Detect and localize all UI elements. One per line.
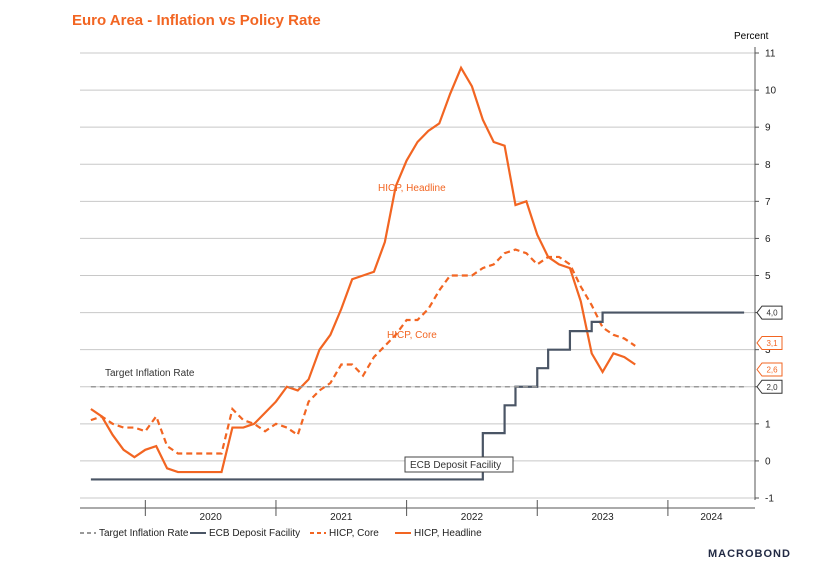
y-tick-label: 0 (765, 456, 771, 467)
series-lines (90, 65, 745, 481)
y-tick-label: 1 (765, 419, 771, 430)
brand-logo: MACROBOND (708, 548, 791, 560)
legend-item-hicp-headline: HICP, Headline (414, 528, 482, 539)
series-line-ecb-deposit-facility (90, 311, 745, 481)
end-flag-box (756, 362, 783, 377)
y-tick-label: 11 (765, 49, 776, 60)
x-axis: 2020 2021 2022 2023 2024 (80, 500, 755, 523)
legend: Target Inflation Rate ECB Deposit Facilit… (80, 528, 482, 539)
end-flag-ecb-deposit-facility: 4,0 (766, 309, 778, 318)
legend-item-target-inflation-rate: Target Inflation Rate (99, 528, 189, 539)
x-tick-label: 2024 (700, 512, 723, 523)
legend-item-ecb-deposit-facility: ECB Deposit Facility (209, 528, 300, 539)
y-tick-label: 5 (765, 271, 771, 282)
annotation-box (404, 456, 514, 473)
annotation-ecb-deposit-facility: ECB Deposit Facility (410, 460, 501, 471)
series-line-hicp-headline (90, 65, 636, 474)
grid-lines (80, 52, 755, 499)
end-flag-hicp-core: 3,1 (766, 339, 778, 348)
y-tick-label: 7 (765, 197, 771, 208)
end-flag-box (756, 305, 783, 320)
y-tick-label: 6 (765, 234, 771, 245)
series-line-hicp-core (90, 248, 636, 455)
annotation-hicp-headline: HICP, Headline (378, 183, 446, 194)
annotation-hicp-core: HICP, Core (387, 330, 437, 341)
end-flags: 4,0 3,1 2,6 2,0 (756, 305, 783, 394)
end-flag-hicp-headline: 2,6 (766, 366, 778, 375)
y-tick-label: 3 (765, 345, 771, 356)
x-tick-label: 2022 (461, 512, 484, 523)
annotation-target-inflation-rate: Target Inflation Rate (105, 368, 195, 379)
x-tick-label: 2020 (200, 512, 223, 523)
x-tick-label: 2023 (591, 512, 614, 523)
x-tick-label: 2021 (330, 512, 353, 523)
y-tick-label: 9 (765, 123, 771, 134)
end-flag-target-inflation-rate: 2,0 (766, 383, 778, 392)
chart-title: Euro Area - Inflation vs Policy Rate (72, 12, 321, 29)
y-tick-label: -1 (765, 494, 774, 505)
annotations: HICP, Headline HICP, Core Target Inflation… (105, 183, 514, 473)
end-flag-box (756, 335, 783, 350)
y-tick-label: 8 (765, 160, 771, 171)
y-tick-label: 10 (765, 86, 777, 97)
y-axis-unit-label: Percent (734, 31, 769, 42)
y-axis: -101234567891011 (754, 47, 777, 505)
end-flag-box (756, 379, 783, 394)
legend-item-hicp-core: HICP, Core (329, 528, 379, 539)
